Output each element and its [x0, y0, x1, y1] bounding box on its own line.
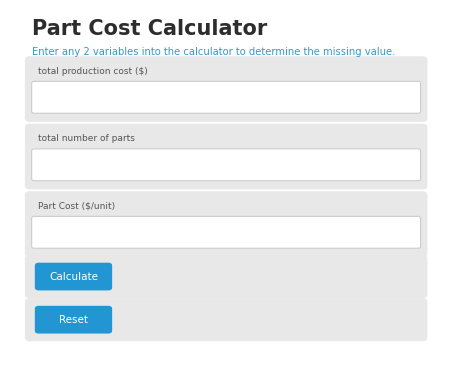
- Text: total production cost ($): total production cost ($): [38, 67, 148, 76]
- Text: Part Cost ($/unit): Part Cost ($/unit): [38, 202, 116, 211]
- FancyBboxPatch shape: [35, 306, 112, 334]
- FancyBboxPatch shape: [32, 149, 420, 181]
- FancyBboxPatch shape: [32, 216, 420, 248]
- Text: Enter any 2 variables into the calculator to determine the missing value.: Enter any 2 variables into the calculato…: [32, 47, 395, 57]
- Text: Reset: Reset: [59, 315, 88, 325]
- FancyBboxPatch shape: [25, 191, 428, 257]
- Text: Calculate: Calculate: [49, 272, 98, 282]
- FancyBboxPatch shape: [32, 81, 420, 113]
- FancyBboxPatch shape: [35, 262, 112, 291]
- FancyBboxPatch shape: [25, 255, 428, 298]
- FancyBboxPatch shape: [25, 56, 428, 122]
- Text: Part Cost Calculator: Part Cost Calculator: [32, 19, 267, 39]
- FancyBboxPatch shape: [25, 298, 428, 341]
- Text: total number of parts: total number of parts: [38, 134, 135, 143]
- FancyBboxPatch shape: [25, 124, 428, 189]
